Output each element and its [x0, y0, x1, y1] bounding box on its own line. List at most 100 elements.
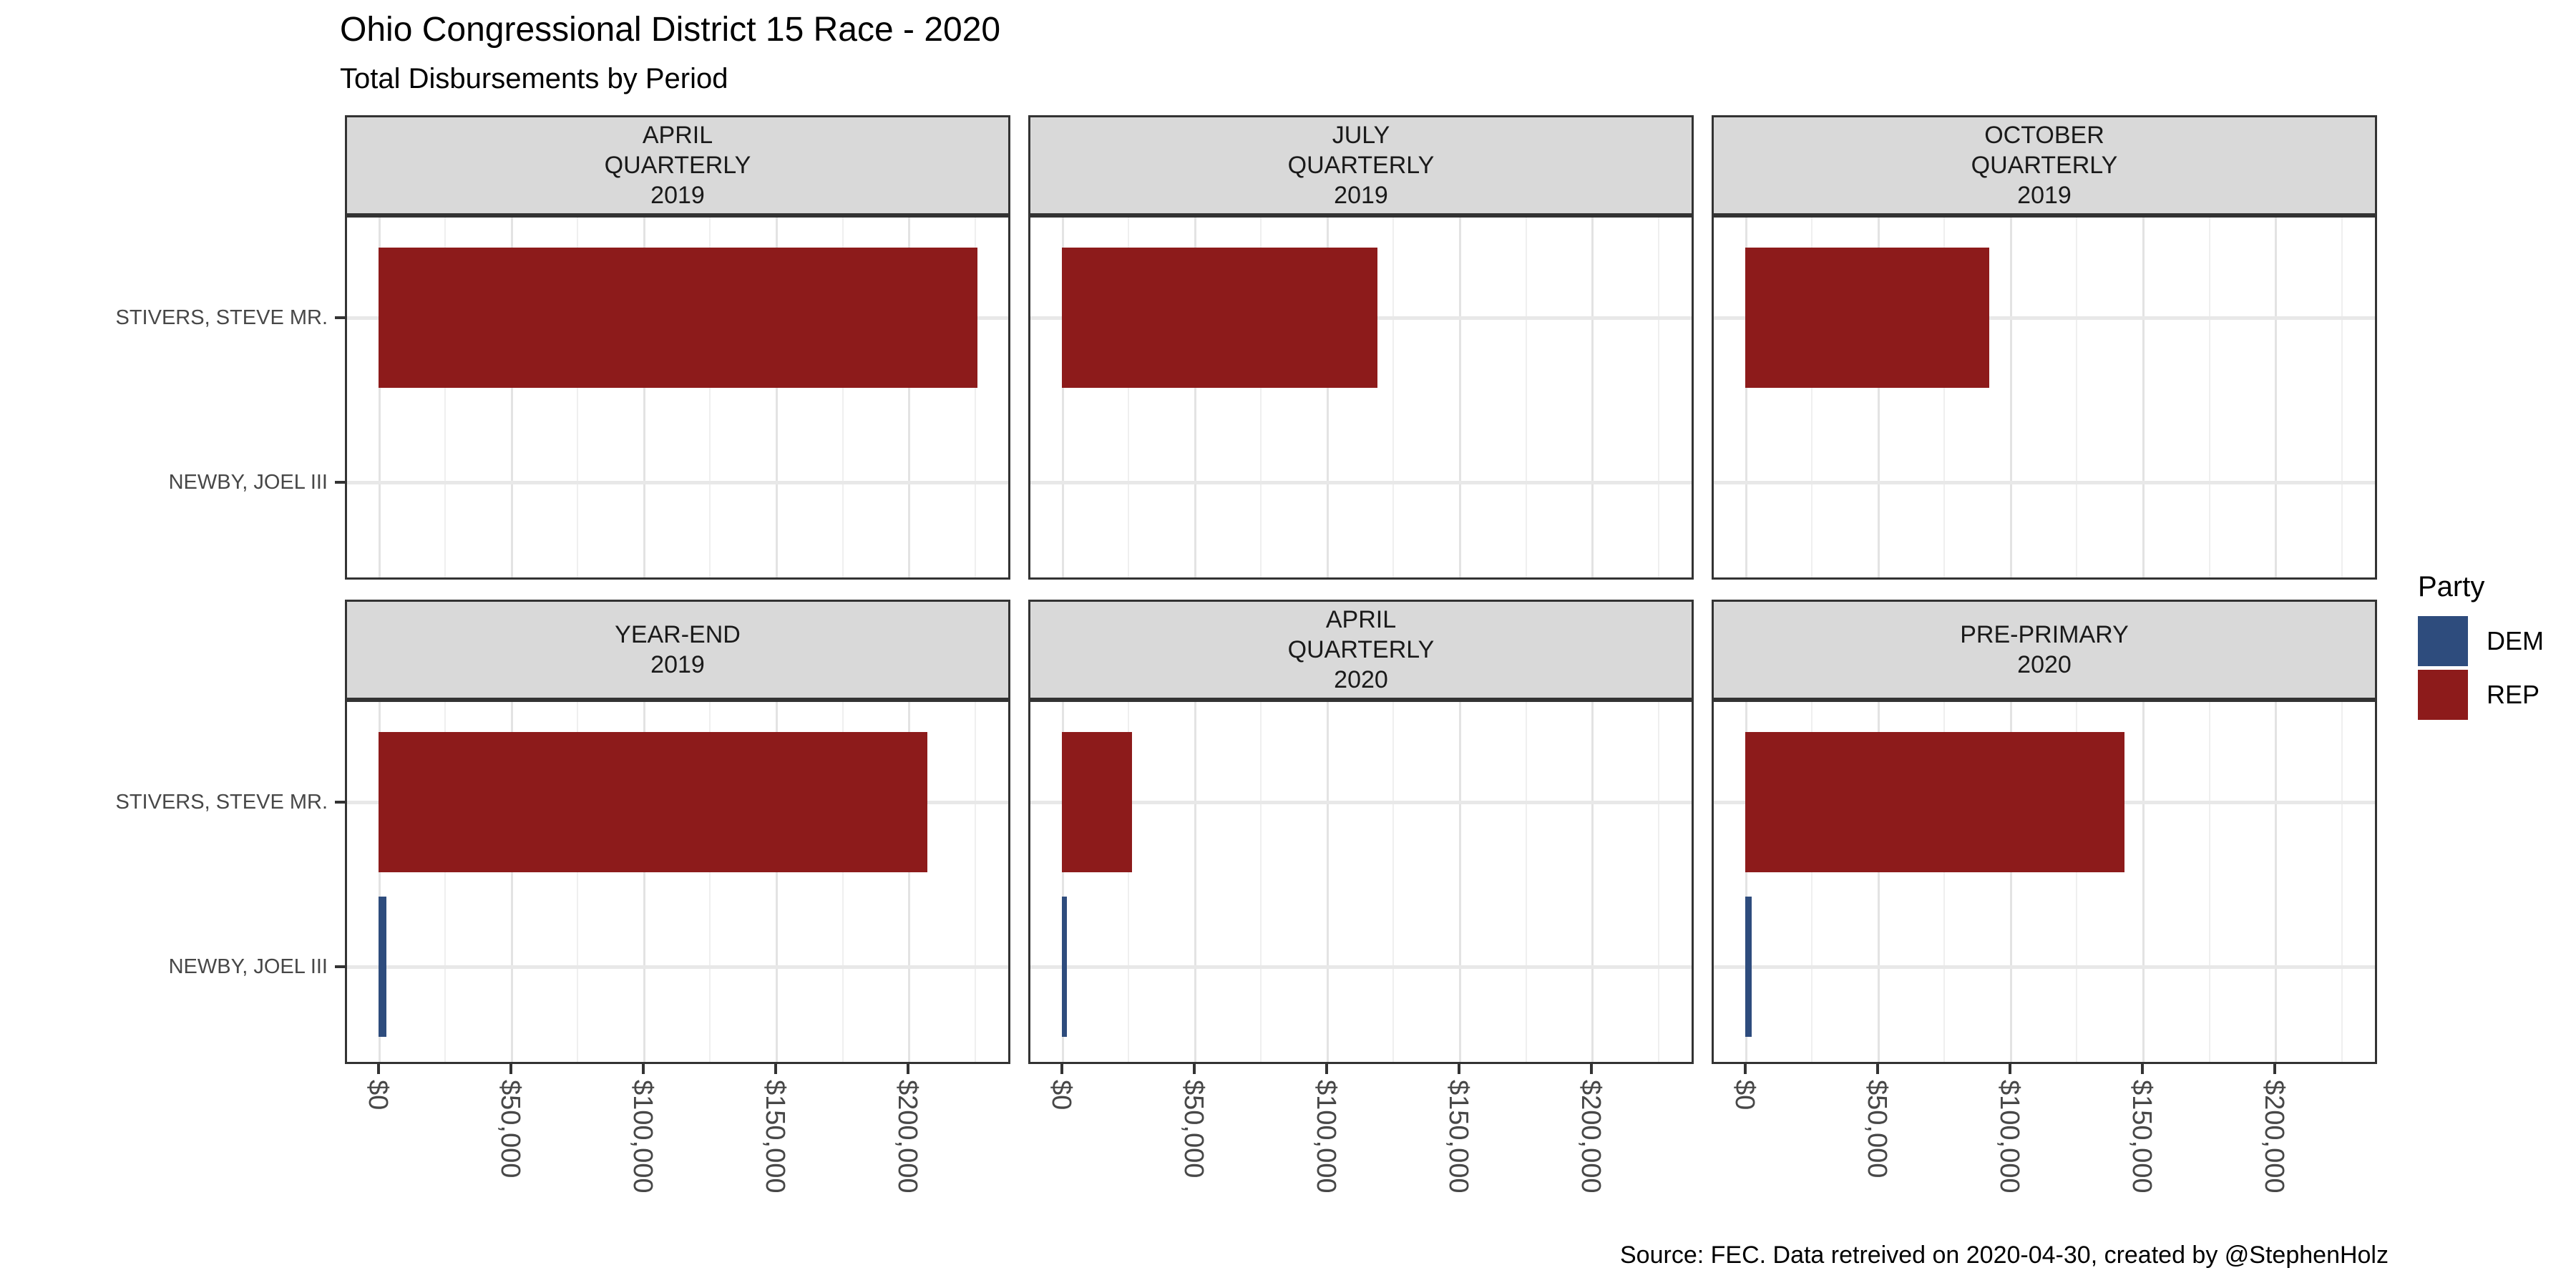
- major-gridline: [776, 702, 778, 1062]
- facet-strip-october-quarterly-2019: OCTOBER QUARTERLY 2019: [1712, 115, 2377, 215]
- major-gridline: [1194, 218, 1196, 577]
- minor-gridline: [1526, 702, 1527, 1062]
- major-gridline: [1745, 702, 1747, 1062]
- minor-gridline: [709, 702, 711, 1062]
- major-gridline: [1459, 218, 1461, 577]
- facet-strip-label: QUARTERLY: [1287, 152, 1435, 179]
- major-gridline: [1745, 218, 1747, 577]
- x-axis-tick: [2141, 1064, 2144, 1074]
- bar-rep-stivers-steve-mr: [379, 248, 977, 388]
- minor-gridline: [2341, 702, 2343, 1062]
- minor-gridline: [1811, 702, 1813, 1062]
- facet-panel-october-quarterly-2019: [1712, 215, 2377, 580]
- minor-gridline: [975, 218, 976, 577]
- x-axis-label-200-000: $200,000: [892, 1080, 922, 1194]
- legend-swatch-dem: [2418, 616, 2468, 666]
- legend-swatch-rep: [2418, 670, 2468, 720]
- minor-gridline: [577, 218, 578, 577]
- facet-strip-label: APRIL: [1325, 606, 1397, 633]
- bar-rep-stivers-steve-mr: [1062, 248, 1377, 388]
- x-axis-tick: [1590, 1064, 1593, 1074]
- major-gridline: [2275, 702, 2277, 1062]
- major-gridline: [1062, 702, 1064, 1062]
- x-axis-tick: [1325, 1064, 1328, 1074]
- minor-gridline: [842, 218, 844, 577]
- minor-gridline: [1526, 218, 1527, 577]
- category-gridline: [1030, 801, 1692, 804]
- facet-strip-label: 2019: [2017, 182, 2072, 209]
- y-axis-label-newby-joel-iii: NEWBY, JOEL III: [168, 955, 328, 978]
- major-gridline: [1194, 702, 1196, 1062]
- major-gridline: [379, 218, 381, 577]
- y-axis-tick: [335, 481, 345, 484]
- x-axis-label-50-000: $50,000: [1179, 1080, 1209, 1179]
- bar-dem-newby-joel-iii: [1745, 897, 1752, 1037]
- minor-gridline: [2209, 702, 2210, 1062]
- legend-items: DEM REP: [2418, 616, 2544, 720]
- minor-gridline: [709, 218, 711, 577]
- major-gridline: [379, 702, 381, 1062]
- minor-gridline: [842, 702, 844, 1062]
- major-gridline: [1327, 218, 1329, 577]
- facet-strip-label: OCTOBER: [1984, 122, 2104, 149]
- facet-strip-label: 2019: [650, 182, 705, 209]
- minor-gridline: [1392, 218, 1394, 577]
- category-gridline: [1030, 481, 1692, 484]
- x-axis-tick: [1458, 1064, 1460, 1074]
- minor-gridline: [1658, 218, 1659, 577]
- minor-gridline: [1811, 218, 1813, 577]
- x-axis-tick: [907, 1064, 909, 1074]
- minor-gridline: [1260, 702, 1262, 1062]
- legend-label-dem: DEM: [2487, 626, 2544, 655]
- facet-panel-july-quarterly-2019: [1028, 215, 1694, 580]
- x-axis-tick: [642, 1064, 645, 1074]
- minor-gridline: [1943, 702, 1945, 1062]
- minor-gridline: [2209, 218, 2210, 577]
- minor-gridline: [444, 702, 446, 1062]
- major-gridline: [1591, 702, 1594, 1062]
- x-axis-tick: [1193, 1064, 1196, 1074]
- major-gridline: [1327, 702, 1329, 1062]
- bar-rep-stivers-steve-mr: [1745, 732, 2124, 872]
- facet-panel-year-end-2019: [345, 700, 1010, 1064]
- x-axis-label-100-000: $100,000: [628, 1080, 658, 1194]
- major-gridline: [643, 218, 645, 577]
- x-axis-label-50-000: $50,000: [1862, 1080, 1892, 1179]
- x-axis-label-0: $0: [1729, 1080, 1760, 1111]
- facet-strip-pre-primary-2020: PRE-PRIMARY 2020: [1712, 600, 2377, 700]
- x-axis-label-0: $0: [1046, 1080, 1076, 1111]
- facet-strip-label: 2020: [2017, 651, 2072, 678]
- category-gridline: [1030, 965, 1692, 969]
- x-axis-tick: [509, 1064, 512, 1074]
- x-axis-label-150-000: $150,000: [760, 1080, 790, 1194]
- facet-strip-label: QUARTERLY: [1287, 636, 1435, 663]
- major-gridline: [908, 218, 910, 577]
- legend-title: Party: [2418, 571, 2485, 602]
- x-axis-tick: [2273, 1064, 2276, 1074]
- facet-strip-label: 2020: [1334, 666, 1388, 693]
- x-axis-label-0: $0: [363, 1080, 393, 1111]
- y-axis-label-newby-joel-iii: NEWBY, JOEL III: [168, 471, 328, 494]
- legend-item-rep: REP: [2418, 670, 2544, 720]
- legend-item-dem: DEM: [2418, 616, 2544, 666]
- major-gridline: [2010, 702, 2012, 1062]
- x-axis-label-100-000: $100,000: [1311, 1080, 1341, 1194]
- major-gridline: [1459, 702, 1461, 1062]
- minor-gridline: [444, 218, 446, 577]
- minor-gridline: [1128, 702, 1129, 1062]
- major-gridline: [2010, 218, 2012, 577]
- minor-gridline: [1943, 218, 1945, 577]
- x-axis-tick: [1744, 1064, 1747, 1074]
- facet-strip-label: PRE-PRIMARY: [1960, 621, 2129, 648]
- minor-gridline: [975, 702, 976, 1062]
- major-gridline: [908, 702, 910, 1062]
- category-gridline: [1714, 965, 2375, 969]
- major-gridline: [511, 218, 513, 577]
- facet-strip-label: JULY: [1332, 122, 1390, 149]
- minor-gridline: [1128, 218, 1129, 577]
- facet-panel-april-quarterly-2020: [1028, 700, 1694, 1064]
- category-gridline: [347, 481, 1008, 484]
- major-gridline: [2142, 702, 2145, 1062]
- y-axis-tick: [335, 965, 345, 968]
